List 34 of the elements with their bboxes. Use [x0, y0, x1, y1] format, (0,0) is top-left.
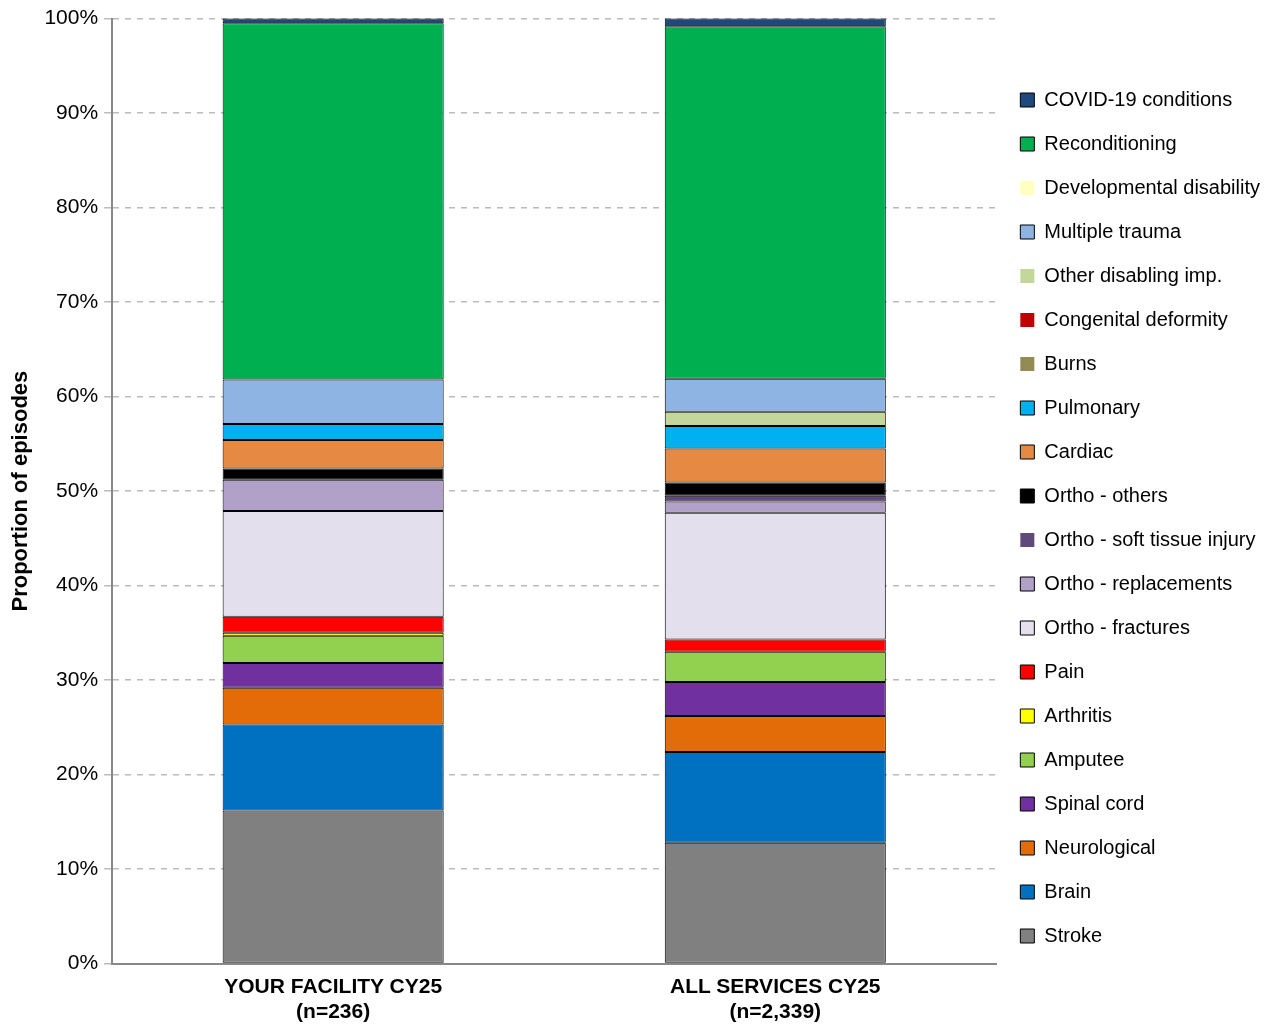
legend-label: Ortho - others: [1044, 483, 1168, 506]
legend-label: Ortho - soft tissue injury: [1044, 527, 1256, 550]
legend-label: Neurological: [1044, 835, 1156, 858]
y-tick-label: 20%: [56, 761, 99, 785]
y-tick-label: 10%: [56, 855, 99, 879]
y-axis-title: Proportion of episodes: [7, 370, 33, 612]
legend-label: Ortho - fractures: [1044, 615, 1190, 638]
y-tick-label: 100%: [44, 5, 99, 29]
x-tick-label: ALL SERVICES CY25 (n=2,339): [670, 974, 881, 1023]
legend-label: Reconditioning: [1044, 131, 1177, 154]
legend-label: Developmental disability: [1044, 175, 1261, 198]
legend-label: Multiple trauma: [1044, 219, 1182, 242]
legend-label: Cardiac: [1044, 439, 1114, 462]
legend-label: Arthritis: [1044, 703, 1113, 726]
y-tick-label: 60%: [56, 383, 99, 407]
legend-label: Stroke: [1044, 923, 1103, 946]
legend-label: Pulmonary: [1044, 395, 1140, 418]
y-tick-label: 80%: [56, 194, 99, 218]
legend-label: Ortho - replacements: [1044, 571, 1233, 594]
y-tick-label: 30%: [56, 666, 99, 690]
legend-label: Other disabling imp.: [1044, 263, 1223, 286]
legend-label: Pain: [1044, 659, 1085, 682]
legend-label: Spinal cord: [1044, 791, 1145, 814]
legend-label: COVID-19 conditions: [1044, 87, 1233, 110]
legend-label: Burns: [1044, 351, 1097, 374]
y-tick-label: 50%: [56, 477, 99, 501]
legend-label: Brain: [1044, 879, 1092, 902]
y-tick-label: 40%: [56, 572, 99, 596]
y-tick-label: 90%: [56, 99, 99, 123]
y-tick-label: 0%: [67, 950, 99, 974]
x-tick-label: YOUR FACILITY CY25 (n=236): [224, 974, 443, 1023]
legend-label: Congenital deformity: [1044, 307, 1228, 330]
legend-label: Amputee: [1044, 747, 1125, 770]
y-tick-label: 70%: [56, 288, 99, 312]
